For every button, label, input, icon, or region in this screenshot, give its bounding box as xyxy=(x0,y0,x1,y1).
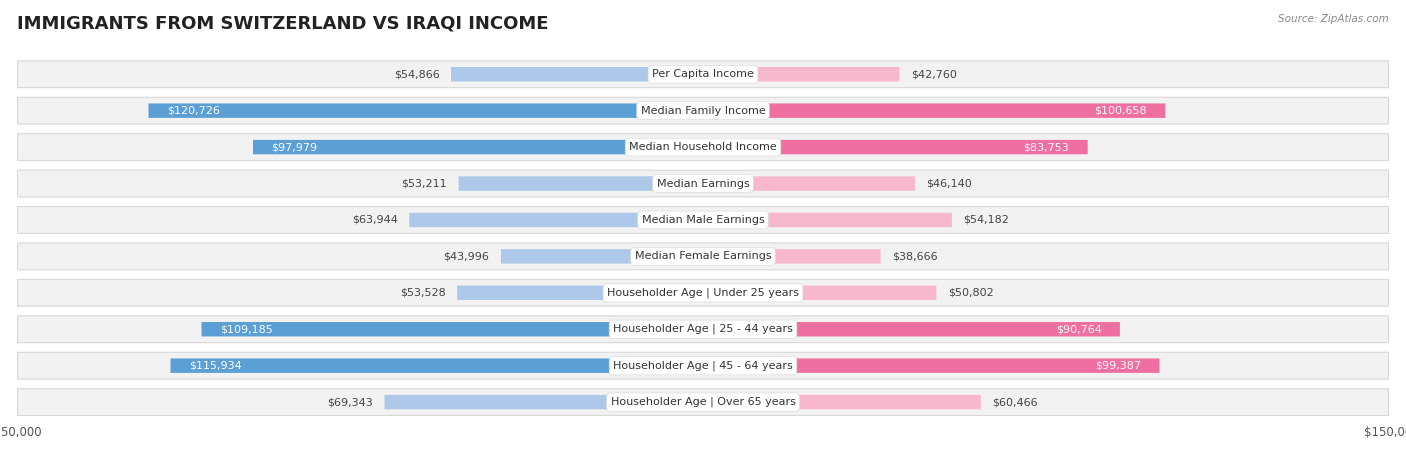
Text: $90,764: $90,764 xyxy=(1056,324,1101,334)
FancyBboxPatch shape xyxy=(17,206,1389,234)
Text: $115,934: $115,934 xyxy=(188,361,242,371)
FancyBboxPatch shape xyxy=(703,286,936,300)
Text: $97,979: $97,979 xyxy=(271,142,318,152)
FancyBboxPatch shape xyxy=(17,243,1389,270)
Text: Source: ZipAtlas.com: Source: ZipAtlas.com xyxy=(1278,14,1389,24)
FancyBboxPatch shape xyxy=(703,67,900,81)
Text: $38,666: $38,666 xyxy=(891,251,938,262)
FancyBboxPatch shape xyxy=(703,322,1119,336)
FancyBboxPatch shape xyxy=(17,352,1389,379)
FancyBboxPatch shape xyxy=(703,140,1088,154)
Text: $54,866: $54,866 xyxy=(394,69,440,79)
Text: $46,140: $46,140 xyxy=(927,178,972,189)
Text: Householder Age | Under 25 years: Householder Age | Under 25 years xyxy=(607,288,799,298)
Text: $120,726: $120,726 xyxy=(167,106,219,116)
FancyBboxPatch shape xyxy=(703,359,1160,373)
Text: $63,944: $63,944 xyxy=(352,215,398,225)
Text: $43,996: $43,996 xyxy=(443,251,489,262)
FancyBboxPatch shape xyxy=(17,170,1389,197)
FancyBboxPatch shape xyxy=(703,213,952,227)
Text: $109,185: $109,185 xyxy=(219,324,273,334)
FancyBboxPatch shape xyxy=(253,140,703,154)
Text: Householder Age | Over 65 years: Householder Age | Over 65 years xyxy=(610,397,796,407)
Text: $100,658: $100,658 xyxy=(1094,106,1147,116)
Text: Median Earnings: Median Earnings xyxy=(657,178,749,189)
Text: IMMIGRANTS FROM SWITZERLAND VS IRAQI INCOME: IMMIGRANTS FROM SWITZERLAND VS IRAQI INC… xyxy=(17,14,548,32)
Text: $69,343: $69,343 xyxy=(328,397,373,407)
FancyBboxPatch shape xyxy=(384,395,703,409)
FancyBboxPatch shape xyxy=(201,322,703,336)
Text: Householder Age | 25 - 44 years: Householder Age | 25 - 44 years xyxy=(613,324,793,334)
FancyBboxPatch shape xyxy=(703,177,915,191)
FancyBboxPatch shape xyxy=(17,134,1389,161)
FancyBboxPatch shape xyxy=(457,286,703,300)
Text: $54,182: $54,182 xyxy=(963,215,1010,225)
FancyBboxPatch shape xyxy=(170,359,703,373)
Text: Householder Age | 45 - 64 years: Householder Age | 45 - 64 years xyxy=(613,361,793,371)
FancyBboxPatch shape xyxy=(149,104,703,118)
Text: $99,387: $99,387 xyxy=(1095,361,1142,371)
Text: $83,753: $83,753 xyxy=(1024,142,1070,152)
FancyBboxPatch shape xyxy=(17,316,1389,343)
Text: $53,528: $53,528 xyxy=(399,288,446,298)
FancyBboxPatch shape xyxy=(17,97,1389,124)
FancyBboxPatch shape xyxy=(17,61,1389,88)
FancyBboxPatch shape xyxy=(703,104,1166,118)
FancyBboxPatch shape xyxy=(409,213,703,227)
Text: $60,466: $60,466 xyxy=(993,397,1038,407)
Text: $53,211: $53,211 xyxy=(402,178,447,189)
Text: Median Male Earnings: Median Male Earnings xyxy=(641,215,765,225)
FancyBboxPatch shape xyxy=(458,177,703,191)
FancyBboxPatch shape xyxy=(703,249,880,263)
FancyBboxPatch shape xyxy=(451,67,703,81)
FancyBboxPatch shape xyxy=(17,279,1389,306)
FancyBboxPatch shape xyxy=(17,389,1389,416)
Text: Median Household Income: Median Household Income xyxy=(628,142,778,152)
Text: $42,760: $42,760 xyxy=(911,69,956,79)
Text: Per Capita Income: Per Capita Income xyxy=(652,69,754,79)
Text: $50,802: $50,802 xyxy=(948,288,994,298)
Text: Median Female Earnings: Median Female Earnings xyxy=(634,251,772,262)
Text: Median Family Income: Median Family Income xyxy=(641,106,765,116)
FancyBboxPatch shape xyxy=(501,249,703,263)
FancyBboxPatch shape xyxy=(703,395,981,409)
